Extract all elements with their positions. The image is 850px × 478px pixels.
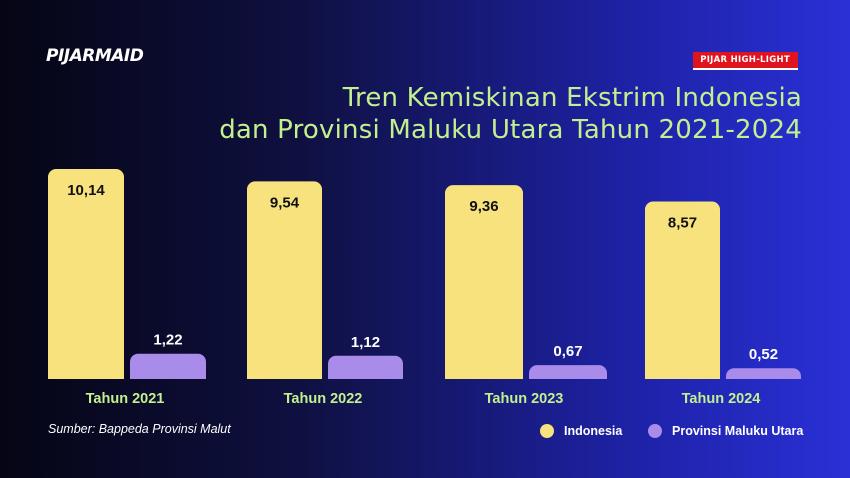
category-label-3: Tahun 2023 [485,391,564,407]
chart-title: Tren Kemiskinan Ekstrim Indonesia dan Pr… [219,82,802,146]
legend-swatch-indonesia [540,424,554,438]
value-label-maluku-utara-3: 0,67 [553,343,582,360]
legend-swatch-maluku-utara [648,424,662,438]
value-label-maluku-utara-4: 0,52 [749,346,778,363]
bar-indonesia-2 [247,181,322,379]
bar-indonesia-4 [645,201,720,379]
value-label-indonesia-1: 10,14 [67,182,105,199]
bar-maluku-utara-4 [726,368,801,379]
legend-item-indonesia: Indonesia [540,422,622,440]
legend-item-maluku-utara: Provinsi Maluku Utara [648,422,803,440]
chart-title-line-2: dan Provinsi Maluku Utara Tahun 2021-202… [219,115,802,145]
bar-indonesia-3 [445,185,523,379]
value-label-indonesia-2: 9,54 [270,194,300,211]
category-label-4: Tahun 2024 [682,391,761,407]
brand-logo: PIJARMAID [46,46,144,66]
source-note: Sumber: Bappeda Provinsi Malut [48,422,231,436]
value-label-maluku-utara-1: 1,22 [153,332,182,349]
value-label-indonesia-3: 9,36 [469,198,498,215]
highlight-badge: PIJAR HIGH-LIGHT [693,52,798,70]
chart-title-line-1: Tren Kemiskinan Ekstrim Indonesia [342,83,802,113]
bar-indonesia-1 [48,169,124,379]
bar-maluku-utara-2 [328,355,403,379]
value-label-indonesia-4: 8,57 [668,215,697,232]
category-label-2: Tahun 2022 [284,391,363,407]
value-label-maluku-utara-2: 1,12 [351,334,380,351]
bar-maluku-utara-1 [130,353,206,379]
category-label-1: Tahun 2021 [86,391,165,407]
legend-label-indonesia: Indonesia [564,424,623,438]
bar-maluku-utara-3 [529,365,607,379]
legend-label-maluku-utara: Provinsi Maluku Utara [672,424,804,438]
